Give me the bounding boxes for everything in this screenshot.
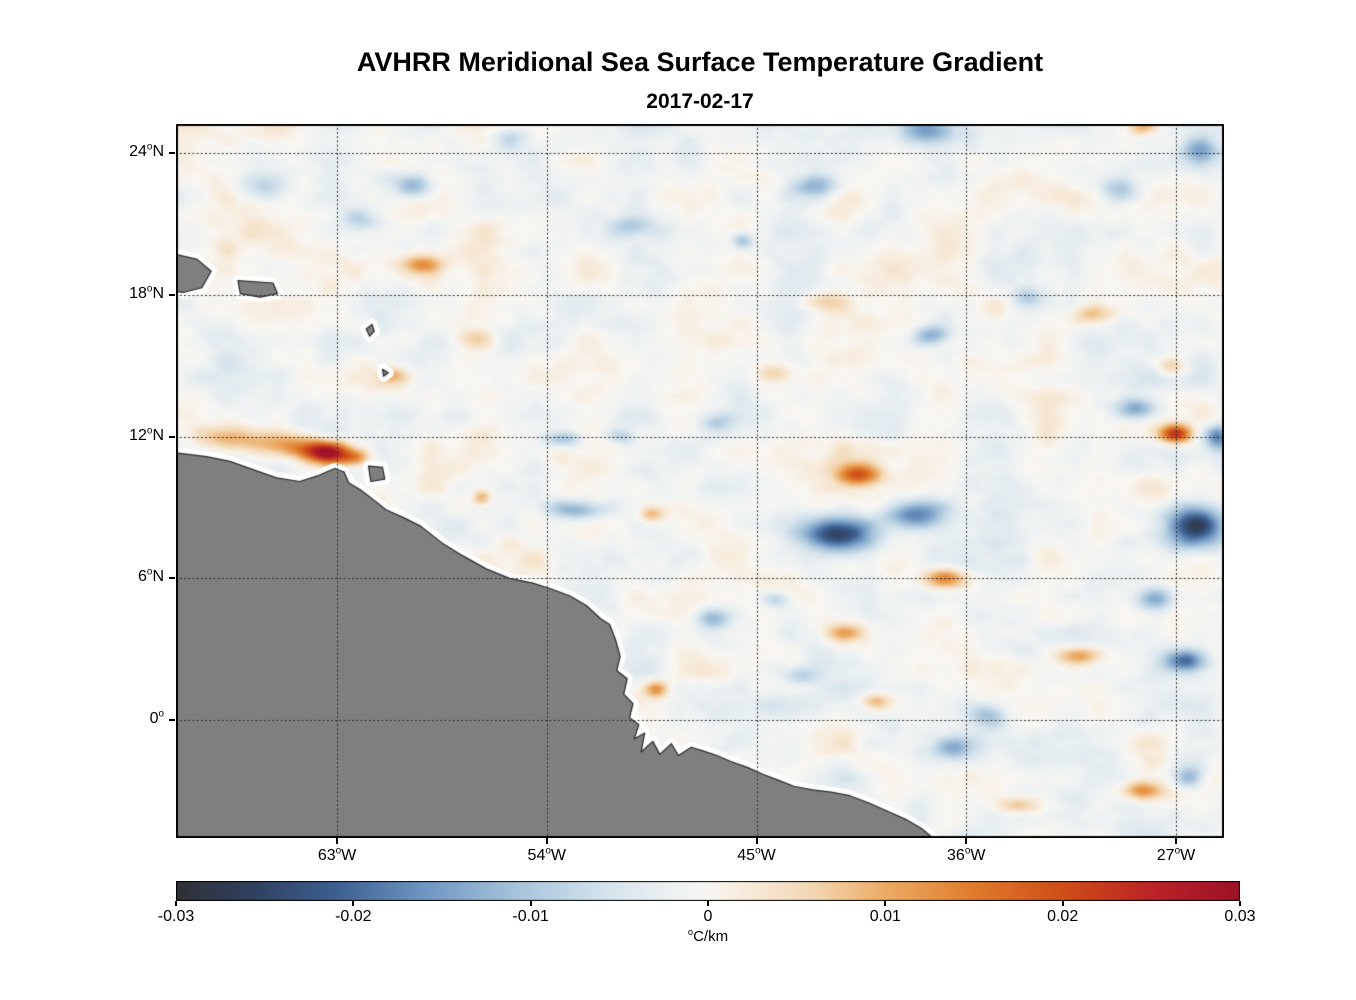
y-tick-label: 6oN: [138, 567, 164, 586]
colorbar-tick-label: 0.01: [869, 908, 901, 925]
map-heatmap-plot: [176, 124, 1224, 838]
colorbar-unit-label: oC/km: [687, 927, 729, 945]
x-tick-mark: [545, 838, 548, 844]
y-tick-mark: [169, 435, 175, 438]
x-tick-label: 27oW: [1156, 845, 1196, 864]
colorbar-tick-mark: [707, 901, 709, 906]
y-tick-label: 18oN: [129, 283, 164, 302]
x-tick-label: 54oW: [527, 845, 566, 864]
x-tick-mark: [1174, 838, 1177, 844]
colorbar-tick-label: -0.03: [157, 908, 195, 925]
y-tick-mark: [169, 152, 175, 155]
y-tick-mark: [169, 293, 175, 296]
colorbar-tick-mark: [352, 901, 355, 906]
colorbar-tick-label: 0.03: [1224, 908, 1256, 925]
x-tick-mark: [965, 838, 968, 844]
chart-title: AVHRR Meridional Sea Surface Temperature…: [356, 47, 1044, 77]
colorbar-tick-mark: [1061, 901, 1064, 906]
colorbar-tick-label: -0.02: [335, 908, 372, 925]
y-tick-label: 0o: [149, 708, 164, 728]
colorbar-tick-mark: [1239, 901, 1241, 906]
y-tick-mark: [169, 719, 175, 722]
colorbar-tick-mark: [884, 901, 887, 906]
colorbar-tick-label: 0: [703, 908, 713, 925]
colorbar-tick-label: -0.01: [512, 908, 549, 925]
colorbar: [176, 881, 1240, 901]
y-tick-label: 24oN: [129, 141, 164, 161]
x-tick-label: 45oW: [737, 845, 776, 864]
x-tick-mark: [755, 838, 758, 844]
colorbar-tick-mark: [175, 901, 177, 906]
colorbar-tick-label: 0.02: [1047, 908, 1079, 925]
x-tick-mark: [336, 838, 339, 844]
colorbar-tick-mark: [529, 901, 532, 906]
chart-subtitle: 2017-02-17: [646, 90, 754, 113]
y-tick-mark: [169, 577, 175, 580]
x-tick-label: 63oW: [317, 845, 357, 864]
y-tick-label: 12oN: [129, 425, 164, 444]
x-tick-label: 36oW: [947, 845, 986, 864]
